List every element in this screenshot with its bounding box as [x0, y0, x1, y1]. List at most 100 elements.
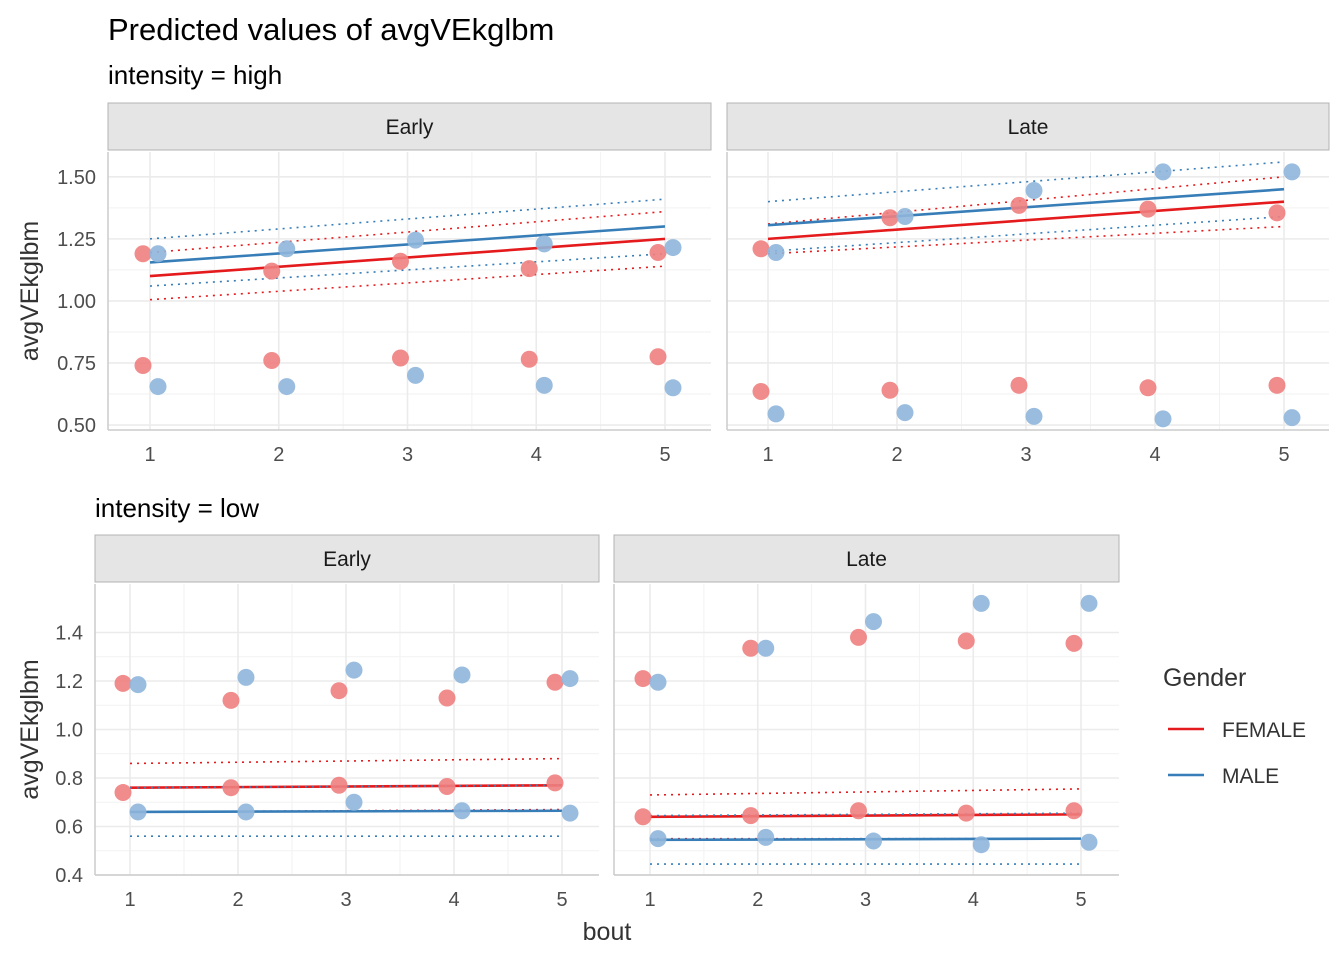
data-point-male — [535, 376, 553, 394]
data-point-male — [149, 378, 167, 396]
y-axis-label: avgVEkglbm — [16, 659, 44, 799]
y-tick-label: 1.00 — [57, 291, 96, 313]
data-point-male — [407, 231, 424, 249]
data-point-female — [1268, 376, 1286, 394]
x-tick-label: 3 — [1020, 444, 1031, 466]
data-point-female — [520, 350, 538, 368]
data-point-male — [453, 802, 471, 820]
data-point-female — [1268, 204, 1286, 222]
data-point-female — [330, 682, 348, 700]
data-point-male — [1080, 594, 1098, 612]
data-point-female — [222, 779, 240, 797]
panel-row-1: intensity = high avgVEkglbm 0.50 0.75 1.00 1.… — [16, 60, 1330, 466]
data-point-male — [896, 208, 914, 226]
data-point-female — [392, 252, 409, 270]
data-point-female — [392, 349, 409, 367]
data-point-female — [1010, 196, 1028, 214]
legend-label-male: MALE — [1222, 765, 1279, 788]
data-point-male — [1025, 181, 1043, 199]
data-point-male — [237, 803, 255, 821]
data-point-male — [1154, 410, 1172, 428]
y-tick-label: 1.2 — [55, 671, 83, 693]
x-tick-label: 1 — [144, 444, 155, 466]
data-point-male — [664, 379, 682, 397]
ci-high-line-male — [649, 812, 1082, 817]
facet-early: Early 1 2 3 4 5 — [107, 102, 712, 466]
y-tick-label: 1.4 — [55, 623, 83, 645]
data-point-male — [649, 830, 667, 848]
data-point-female — [634, 670, 652, 688]
fit-line-female — [649, 813, 1082, 819]
facet-strip-label: Early — [323, 548, 371, 571]
facet-strip — [726, 102, 1330, 151]
data-point-female — [134, 245, 152, 263]
fit-line-female — [767, 200, 1285, 241]
data-point-male — [649, 673, 667, 691]
facet-strip — [94, 534, 600, 583]
data-point-male — [757, 639, 775, 657]
data-point-female — [752, 240, 770, 258]
ci-high-line-female — [767, 176, 1285, 225]
data-point-male — [278, 240, 296, 258]
data-point-female — [263, 352, 281, 369]
x-tick-label: 2 — [232, 889, 243, 911]
data-point-male — [453, 666, 471, 684]
data-point-female — [114, 784, 132, 802]
data-point-male — [129, 676, 147, 694]
row-label: intensity = high — [108, 60, 282, 90]
y-tick-label: 0.8 — [55, 768, 83, 790]
legend-title: Gender — [1163, 664, 1246, 692]
data-point-female — [222, 691, 240, 709]
data-point-male — [757, 828, 775, 846]
data-point-female — [438, 689, 456, 707]
x-tick-label: 1 — [644, 889, 655, 911]
legend-label-female: FEMALE — [1222, 719, 1306, 742]
y-tick-label: 0.6 — [55, 817, 83, 839]
data-point-female — [850, 628, 867, 646]
x-tick-label: 4 — [448, 889, 459, 911]
data-point-male — [407, 366, 424, 384]
x-tick-label: 3 — [860, 889, 871, 911]
data-point-female — [134, 356, 152, 374]
data-point-male — [1283, 409, 1301, 427]
facet-strip-label: Late — [846, 548, 887, 571]
x-tick-label: 4 — [968, 889, 979, 911]
row-label: intensity = low — [95, 493, 259, 523]
data-point-female — [634, 808, 652, 826]
data-point-female — [742, 807, 760, 825]
facet-strip — [107, 102, 712, 151]
data-point-male — [1025, 407, 1043, 425]
data-point-female — [752, 383, 770, 401]
x-axis-label: bout — [583, 918, 632, 946]
facet-strip-label: Early — [386, 116, 434, 139]
data-point-female — [1065, 634, 1083, 652]
x-tick-label: 1 — [124, 889, 135, 911]
fit-line-male — [129, 809, 563, 814]
data-point-female — [881, 381, 899, 399]
data-point-female — [1139, 200, 1157, 218]
data-point-male — [129, 803, 147, 821]
x-tick-label: 3 — [402, 444, 413, 466]
data-point-male — [896, 404, 914, 422]
data-point-female — [330, 776, 348, 794]
data-point-female — [114, 674, 132, 692]
data-point-female — [649, 348, 667, 366]
x-tick-label: 2 — [273, 444, 284, 466]
x-tick-label: 4 — [1149, 444, 1160, 466]
data-point-male — [149, 245, 167, 263]
data-point-female — [649, 244, 667, 262]
data-point-female — [438, 777, 456, 795]
data-point-male — [535, 235, 553, 253]
data-point-male — [865, 613, 882, 631]
y-tick-label: 1.0 — [55, 720, 83, 742]
fit-line-male — [149, 225, 666, 264]
data-point-female — [881, 209, 899, 227]
data-point-male — [972, 836, 990, 854]
y-tick-label: 0.50 — [57, 415, 96, 437]
data-point-female — [520, 260, 538, 278]
x-tick-label: 5 — [1075, 889, 1086, 911]
y-tick-label: 0.75 — [57, 353, 96, 375]
x-tick-label: 5 — [556, 889, 567, 911]
data-point-male — [345, 661, 363, 679]
